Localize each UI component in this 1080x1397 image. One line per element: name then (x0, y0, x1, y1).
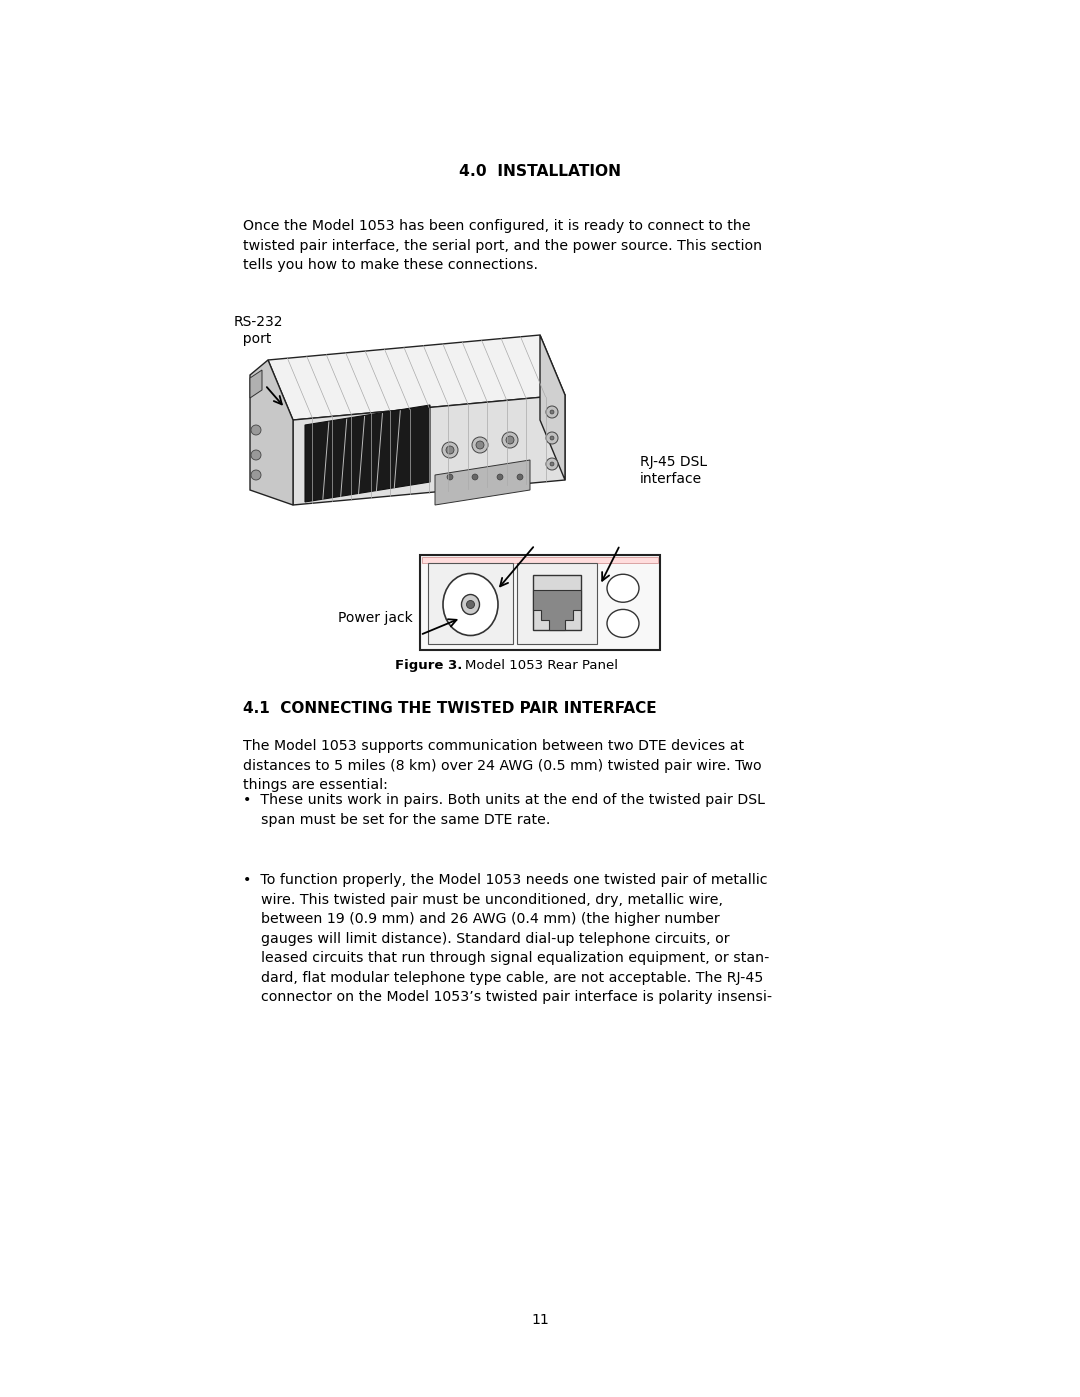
Polygon shape (305, 405, 430, 502)
Circle shape (550, 462, 554, 467)
Text: 11: 11 (531, 1313, 549, 1327)
Text: •  To function properly, the Model 1053 needs one twisted pair of metallic
    w: • To function properly, the Model 1053 n… (243, 873, 772, 1004)
Circle shape (546, 432, 558, 444)
Circle shape (472, 474, 478, 481)
Circle shape (497, 474, 503, 481)
Ellipse shape (607, 609, 639, 637)
Circle shape (447, 474, 453, 481)
Circle shape (442, 441, 458, 458)
Circle shape (251, 425, 261, 434)
Text: RJ-45 DSL
interface: RJ-45 DSL interface (640, 455, 707, 486)
Polygon shape (268, 335, 565, 420)
Text: Power jack: Power jack (338, 610, 413, 624)
Bar (420, 555, 660, 650)
Text: Figure 3.: Figure 3. (395, 659, 462, 672)
Circle shape (251, 450, 261, 460)
Circle shape (517, 474, 523, 481)
Circle shape (550, 436, 554, 440)
Text: •  These units work in pairs. Both units at the end of the twisted pair DSL
    : • These units work in pairs. Both units … (243, 793, 765, 827)
Ellipse shape (461, 595, 480, 615)
Polygon shape (534, 590, 581, 630)
Polygon shape (540, 335, 565, 481)
Text: RS-232
  port: RS-232 port (234, 314, 283, 346)
Bar (428, 563, 513, 644)
Polygon shape (249, 360, 293, 504)
Circle shape (467, 601, 474, 609)
Ellipse shape (607, 574, 639, 602)
Bar (422, 557, 658, 563)
Bar (517, 563, 597, 644)
Circle shape (550, 409, 554, 414)
Circle shape (251, 469, 261, 481)
Text: Once the Model 1053 has been configured, it is ready to connect to the
twisted p: Once the Model 1053 has been configured,… (243, 219, 762, 272)
Circle shape (546, 458, 558, 469)
Circle shape (446, 446, 454, 454)
Circle shape (502, 432, 518, 448)
Circle shape (476, 441, 484, 448)
Polygon shape (293, 395, 565, 504)
Text: Model 1053 Rear Panel: Model 1053 Rear Panel (465, 659, 618, 672)
Circle shape (507, 436, 514, 444)
Text: The Model 1053 supports communication between two DTE devices at
distances to 5 : The Model 1053 supports communication be… (243, 739, 761, 792)
Polygon shape (435, 460, 530, 504)
Text: 4.0  INSTALLATION: 4.0 INSTALLATION (459, 163, 621, 179)
Ellipse shape (443, 574, 498, 636)
Circle shape (546, 407, 558, 418)
Polygon shape (249, 370, 262, 398)
Text: 4.1  CONNECTING THE TWISTED PAIR INTERFACE: 4.1 CONNECTING THE TWISTED PAIR INTERFAC… (243, 701, 657, 717)
Bar (534, 576, 581, 630)
Circle shape (472, 437, 488, 453)
